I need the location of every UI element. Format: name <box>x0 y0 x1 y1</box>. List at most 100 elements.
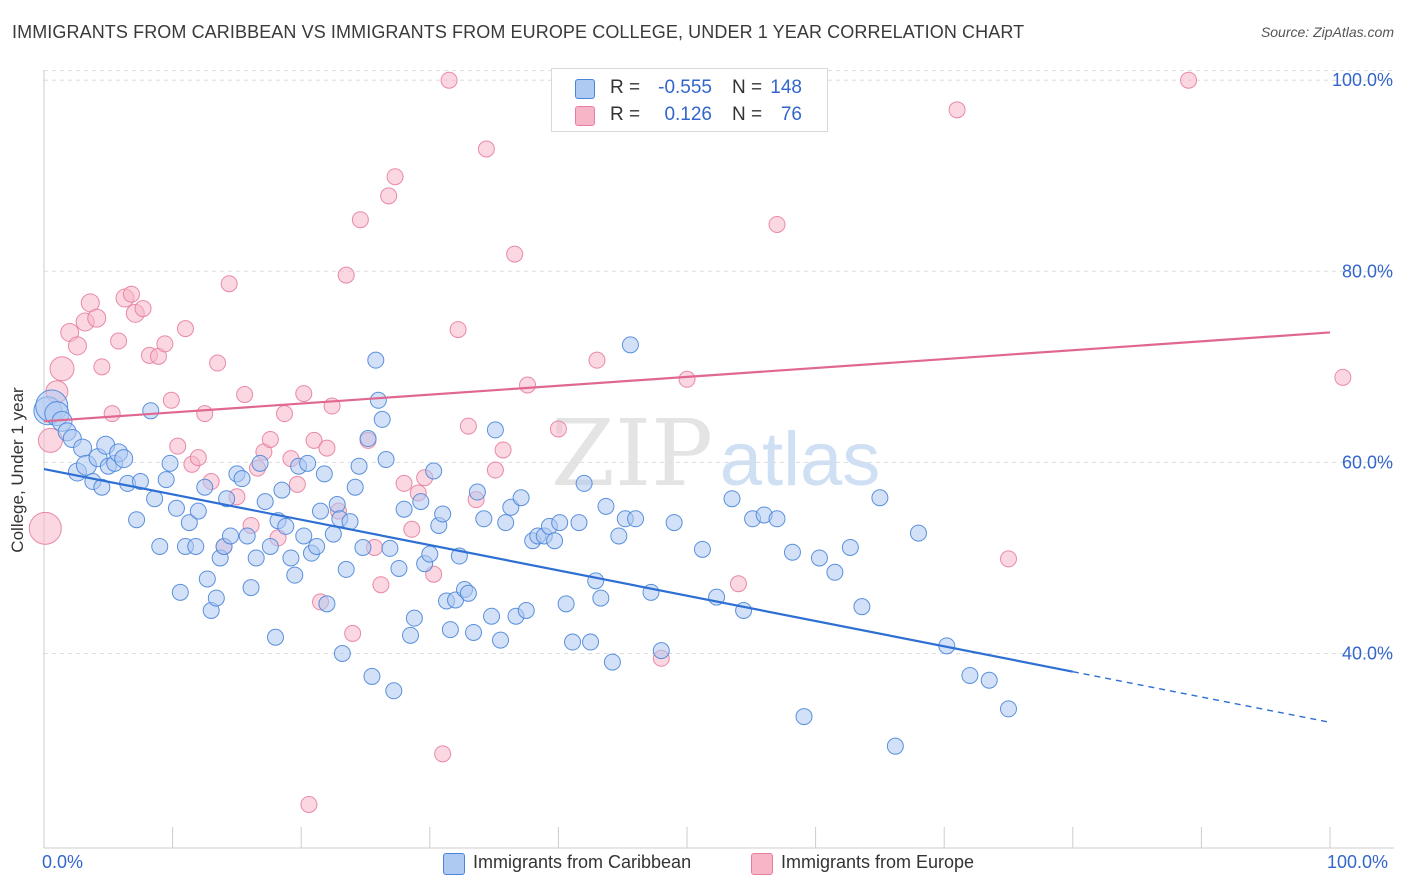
y-tick-label: 80.0% <box>1342 261 1393 281</box>
europe-swatch <box>575 106 595 126</box>
caribbean-point <box>161 454 179 472</box>
europe-point <box>1000 550 1017 568</box>
gridlines <box>44 70 1394 654</box>
europe-point <box>588 351 606 369</box>
europe-point <box>236 386 254 404</box>
caribbean-point <box>886 737 904 755</box>
caribbean-point <box>73 438 93 458</box>
caribbean-point <box>421 545 439 563</box>
y-tick-label: 40.0% <box>1342 644 1393 664</box>
caribbean-point <box>238 527 256 545</box>
legend-label: Immigrants from Caribbean <box>473 852 692 872</box>
n-label: N = <box>732 77 763 98</box>
caribbean-point <box>768 510 786 528</box>
source-label: Source: ZipAtlas.com <box>1260 24 1394 40</box>
europe-point <box>209 354 227 372</box>
caribbean-point <box>350 457 368 475</box>
caribbean-point <box>1000 700 1017 718</box>
caribbean-point <box>207 589 225 607</box>
europe-point <box>189 449 207 467</box>
europe-point <box>261 430 279 448</box>
caribbean-point <box>373 410 391 428</box>
caribbean-point <box>286 566 304 584</box>
caribbean-point <box>328 495 346 513</box>
watermark-zip: ZIP <box>551 400 713 507</box>
caribbean-point <box>603 653 621 671</box>
europe-point <box>380 187 398 205</box>
caribbean-point <box>465 623 483 641</box>
europe-point <box>134 300 152 318</box>
caribbean-point <box>128 511 146 529</box>
caribbean-point <box>570 514 588 532</box>
caribbean-trend-line-extension <box>1072 670 1331 723</box>
caribbean-point <box>512 489 530 507</box>
caribbean-point <box>483 607 501 625</box>
europe-point <box>1334 368 1352 386</box>
caribbean-point <box>218 490 236 508</box>
caribbean-point <box>333 645 351 662</box>
caribbean-point <box>196 478 214 496</box>
europe-point <box>549 420 567 438</box>
caribbean-point <box>853 598 871 616</box>
caribbean-point <box>475 510 493 528</box>
caribbean-point <box>142 402 160 420</box>
caribbean-point <box>354 538 372 556</box>
caribbean-point <box>311 502 329 520</box>
caribbean-points <box>33 336 1017 755</box>
europe-point <box>729 575 747 593</box>
caribbean-point <box>146 490 164 508</box>
trend-lines <box>43 331 1331 723</box>
europe-point <box>459 417 477 435</box>
europe-point <box>449 321 467 339</box>
caribbean-point <box>405 609 423 627</box>
caribbean-point <box>402 626 420 644</box>
y-tick-labels: 40.0% 60.0% 80.0% 100.0% <box>1332 70 1393 663</box>
caribbean-point <box>723 490 741 508</box>
caribbean-point <box>261 537 279 555</box>
caribbean-point <box>627 510 645 528</box>
europe-point <box>344 624 362 642</box>
caribbean-point <box>693 540 711 558</box>
caribbean-point <box>363 667 381 685</box>
europe-point <box>295 385 313 403</box>
europe-point <box>162 391 180 409</box>
r-value: 0.126 <box>664 104 712 125</box>
europe-point <box>300 795 318 813</box>
caribbean-point <box>497 514 515 532</box>
caribbean-point <box>486 421 504 439</box>
europe-point <box>440 71 458 89</box>
y-axis-label: College, Under 1 year <box>8 387 27 553</box>
caribbean-point <box>315 465 333 483</box>
europe-point <box>288 475 306 493</box>
europe-point <box>768 215 786 233</box>
caribbean-point <box>198 570 216 588</box>
x-tick-label-max: 100.0% <box>1327 852 1389 872</box>
caribbean-point <box>517 602 535 620</box>
europe-point <box>103 405 121 423</box>
caribbean-point <box>277 517 295 535</box>
caribbean-legend-swatch <box>443 853 465 875</box>
stats-row-caribbean: R = -0.555 N = 148 <box>552 74 827 102</box>
europe-point <box>351 211 369 229</box>
europe-point <box>67 336 87 356</box>
axes <box>43 70 1394 849</box>
europe-point <box>403 520 421 538</box>
europe-point <box>220 275 238 293</box>
caribbean-point <box>546 532 564 550</box>
caribbean-point <box>980 671 998 689</box>
caribbean-point <box>564 633 582 651</box>
caribbean-point <box>337 560 355 578</box>
europe-point <box>948 101 966 119</box>
caribbean-point <box>171 583 189 601</box>
europe-point <box>37 427 63 453</box>
r-value: -0.555 <box>658 77 712 98</box>
europe-point <box>494 441 512 459</box>
caribbean-point <box>114 449 134 469</box>
caribbean-point <box>468 483 486 501</box>
r-label: R = <box>610 104 641 125</box>
caribbean-point <box>189 502 207 520</box>
caribbean-point <box>233 470 251 488</box>
legend-label: Immigrants from Europe <box>781 852 975 872</box>
europe-point <box>110 332 128 350</box>
